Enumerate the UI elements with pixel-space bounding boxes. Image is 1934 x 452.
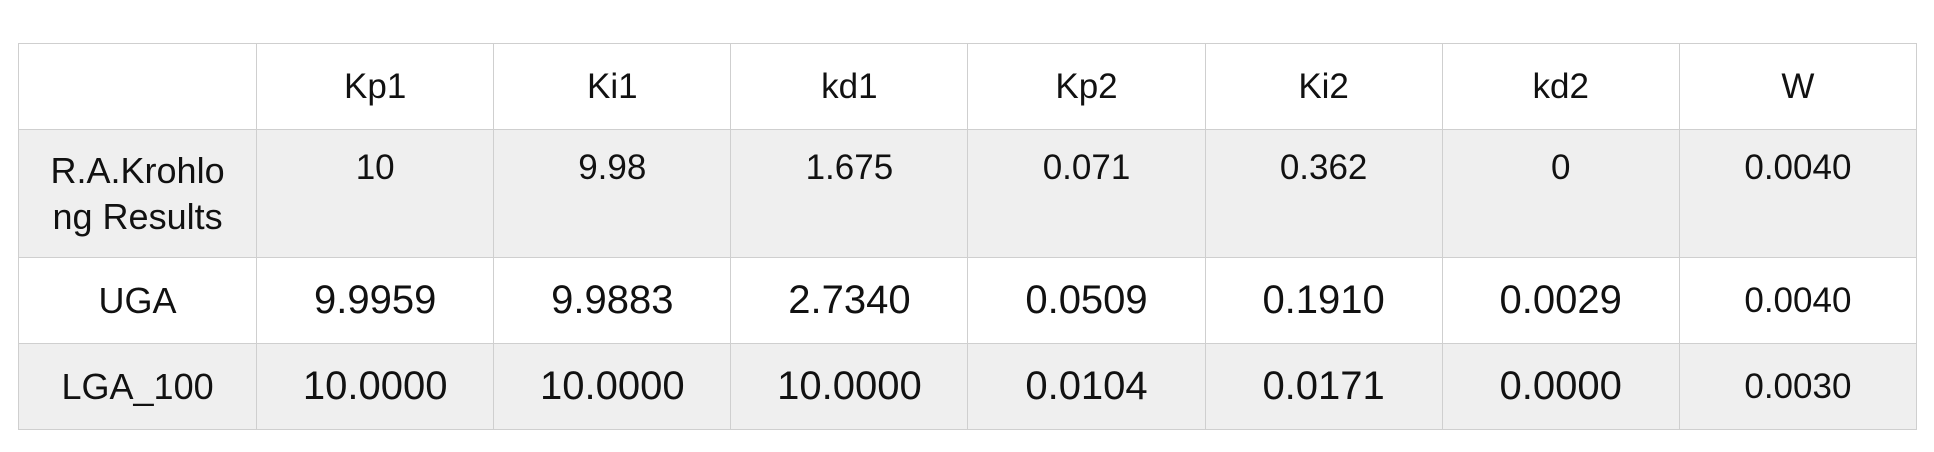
table-row: R.A.Krohlo ng Results 10 9.98 1.675 0.07… <box>17 129 1918 258</box>
table-cell: 0 <box>1441 129 1680 258</box>
header-cell-ki1: Ki1 <box>493 43 732 130</box>
header-cell-ki2: Ki2 <box>1204 43 1443 130</box>
header-cell-kd1: kd1 <box>730 43 969 130</box>
table-cell: 0.0104 <box>967 343 1206 430</box>
table-cell: 10.0000 <box>730 343 969 430</box>
table-cell: 9.9959 <box>256 257 495 344</box>
table-cell: 0.362 <box>1204 129 1443 258</box>
header-cell-w: W <box>1678 43 1918 130</box>
row-label-krohlong: R.A.Krohlo ng Results <box>17 129 258 258</box>
table-cell: 0.0040 <box>1678 129 1918 258</box>
table-cell: 0.071 <box>967 129 1206 258</box>
header-cell-empty <box>17 43 258 130</box>
row-label-line1: R.A.Krohlo <box>50 150 225 191</box>
table-cell: 10 <box>256 129 495 258</box>
header-row: Kp1 Ki1 kd1 Kp2 Ki2 kd2 W <box>17 43 1918 130</box>
header-cell-kp2: Kp2 <box>967 43 1206 130</box>
row-label-lga-100: LGA_100 <box>17 343 258 430</box>
row-label-line2: ng Results <box>52 196 223 237</box>
table-row: UGA 9.9959 9.9883 2.7340 0.0509 0.1910 0… <box>17 257 1918 344</box>
table-cell: 10.0000 <box>493 343 732 430</box>
table-cell: 1.675 <box>730 129 969 258</box>
table-cell: 2.7340 <box>730 257 969 344</box>
table-cell: 0.0509 <box>967 257 1206 344</box>
table-cell: 0.0171 <box>1204 343 1443 430</box>
table-cell: 0.1910 <box>1204 257 1443 344</box>
results-table: Kp1 Ki1 kd1 Kp2 Ki2 kd2 W R.A.Krohlo ng … <box>17 43 1918 430</box>
table-cell: 10.0000 <box>256 343 495 430</box>
header-cell-kd2: kd2 <box>1441 43 1680 130</box>
table-cell: 9.9883 <box>493 257 732 344</box>
table-cell: 0.0000 <box>1441 343 1680 430</box>
header-cell-kp1: Kp1 <box>256 43 495 130</box>
table-cell: 9.98 <box>493 129 732 258</box>
table-cell: 0.0029 <box>1441 257 1680 344</box>
table-cell: 0.0030 <box>1678 343 1918 430</box>
table-row: LGA_100 10.0000 10.0000 10.0000 0.0104 0… <box>17 343 1918 430</box>
results-table-container: Kp1 Ki1 kd1 Kp2 Ki2 kd2 W R.A.Krohlo ng … <box>17 43 1918 430</box>
row-label-uga: UGA <box>17 257 258 344</box>
table-cell: 0.0040 <box>1678 257 1918 344</box>
